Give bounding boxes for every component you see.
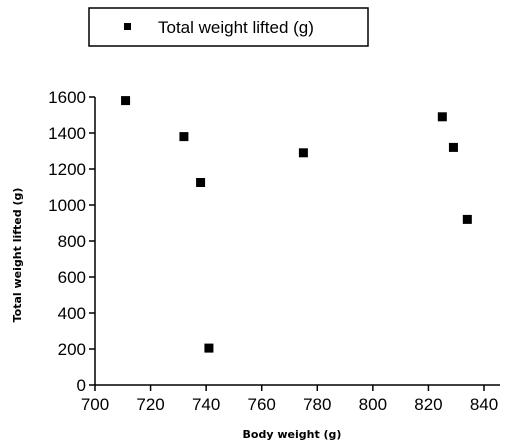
data-point <box>449 143 458 152</box>
data-point <box>299 148 308 157</box>
x-tick-label: 820 <box>414 395 442 414</box>
x-tick-label: 700 <box>81 395 109 414</box>
x-tick-label: 780 <box>303 395 331 414</box>
data-point <box>121 96 130 105</box>
data-point <box>204 344 213 353</box>
data-points <box>121 96 472 353</box>
data-point <box>196 178 205 187</box>
legend-marker <box>124 23 131 30</box>
x-tick-label: 840 <box>470 395 498 414</box>
y-tick-label: 0 <box>77 376 86 395</box>
x-axis-title: Body weight (g) <box>243 428 342 440</box>
legend: Total weight lifted (g) <box>89 8 368 46</box>
data-point <box>463 215 472 224</box>
legend-label: Total weight lifted (g) <box>158 18 314 37</box>
x-tick-label: 760 <box>248 395 276 414</box>
y-tick-label: 1600 <box>48 88 86 107</box>
y-tick-label: 600 <box>58 268 86 287</box>
y-tick-label: 1400 <box>48 124 86 143</box>
y-tick-label: 800 <box>58 232 86 251</box>
y-ticks: 0 200 400 600 800 1000 1200 1400 1600 <box>48 88 95 395</box>
y-tick-label: 200 <box>58 340 86 359</box>
x-tick-label: 800 <box>359 395 387 414</box>
x-tick-label: 720 <box>136 395 164 414</box>
y-axis-title: Total weight lifted (g) <box>11 188 24 323</box>
y-tick-label: 400 <box>58 304 86 323</box>
x-tick-label: 740 <box>192 395 220 414</box>
data-point <box>438 112 447 121</box>
data-point <box>179 132 188 141</box>
y-tick-label: 1200 <box>48 160 86 179</box>
x-ticks: 700 720 740 760 780 800 820 840 <box>81 385 498 414</box>
y-tick-label: 1000 <box>48 196 86 215</box>
